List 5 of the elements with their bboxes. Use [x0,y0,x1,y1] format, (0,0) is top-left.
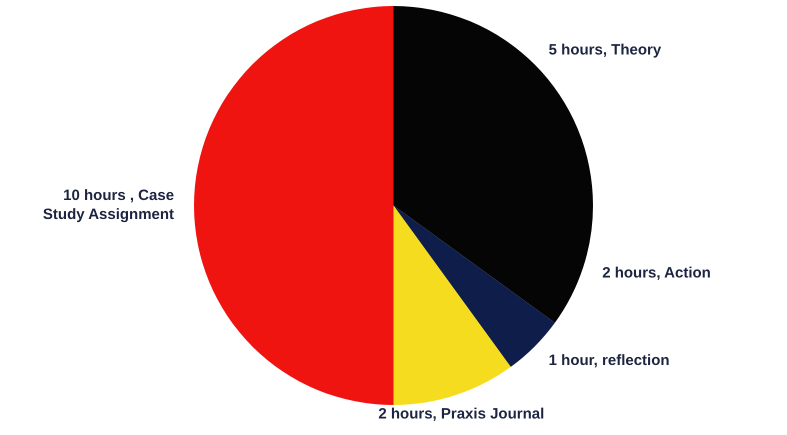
slice-label: 2 hours, Praxis Journal [378,405,544,422]
slice-label: 10 hours , Case Study Assignment [42,187,174,224]
slice-label: 2 hours, Action [602,264,711,282]
slice-label: 1 hour, reflection [548,352,670,369]
slice-label: 5 hours, Theory [548,41,662,58]
